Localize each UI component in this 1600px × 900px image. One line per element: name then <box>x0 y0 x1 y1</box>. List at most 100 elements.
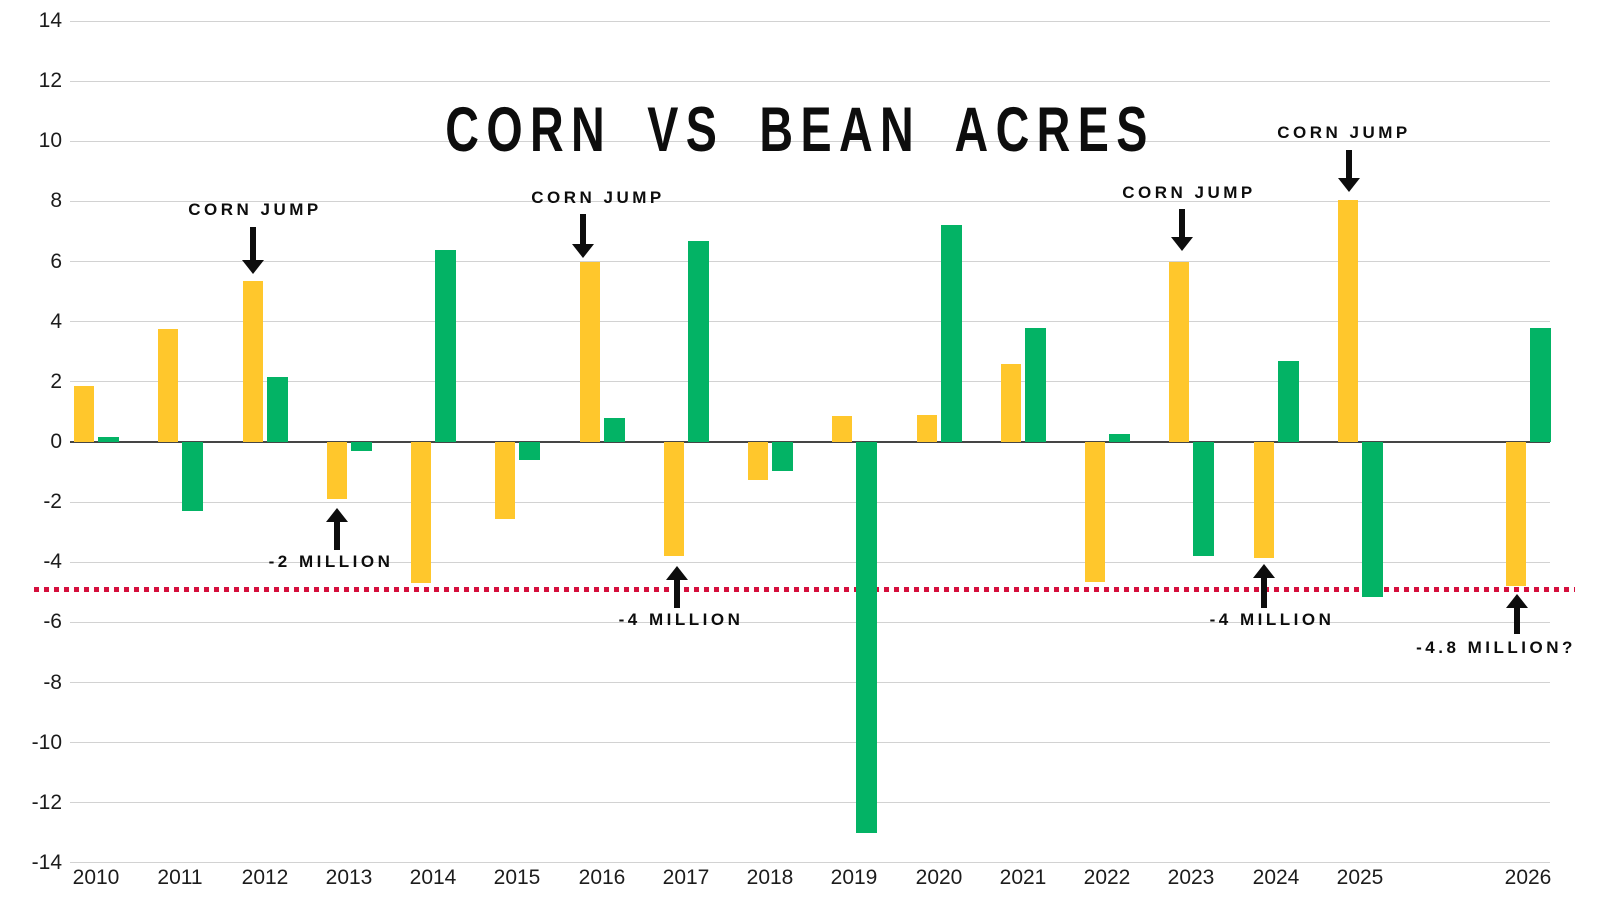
gridline-y--2 <box>70 502 1550 503</box>
bar-corn-2010 <box>74 386 94 442</box>
gridline-y-10 <box>70 141 1550 142</box>
bar-beans-2020 <box>941 225 962 442</box>
gridline-y--12 <box>70 802 1550 803</box>
x-axis-label-2021: 2021 <box>999 866 1047 889</box>
arrow-head <box>326 508 348 522</box>
arrow-stem <box>580 214 586 245</box>
arrow-head <box>242 260 264 274</box>
bar-beans-2015 <box>519 442 540 460</box>
arrow-head <box>1338 178 1360 192</box>
gridline-y-8 <box>70 201 1550 202</box>
bar-beans-2014 <box>435 250 456 442</box>
arrow-stem <box>1346 150 1352 179</box>
bar-beans-2024 <box>1278 361 1299 442</box>
y-axis-label-8: 8 <box>50 189 62 212</box>
annotation-up-arrow-2026-corn-bar <box>1506 594 1528 634</box>
arrow-head <box>666 566 688 580</box>
x-axis-label-2020: 2020 <box>915 866 963 889</box>
x-axis-label-2024: 2024 <box>1252 866 1300 889</box>
annotation-label-2012-corn-bar: CORN JUMP <box>188 200 322 219</box>
bar-beans-2012 <box>267 377 288 442</box>
y-axis-label-6: 6 <box>50 250 62 273</box>
bar-beans-2025 <box>1362 442 1383 597</box>
arrow-stem <box>250 227 256 261</box>
arrow-head <box>1506 594 1528 608</box>
gridline-y-4 <box>70 321 1550 322</box>
y-axis-label--14: -14 <box>31 851 62 874</box>
bar-beans-2018 <box>772 442 793 471</box>
bar-beans-2021 <box>1025 328 1046 442</box>
gridline-y-12 <box>70 81 1550 82</box>
annotation-up-arrow-2013-corn-bar <box>326 508 348 550</box>
annotation-up-arrow-2017-corn-bar <box>666 566 688 608</box>
bar-beans-2017 <box>688 241 709 442</box>
x-axis-label-2026: 2026 <box>1504 866 1552 889</box>
annotation-label-2016-corn-bar: CORN JUMP <box>531 188 665 207</box>
y-axis-label-12: 12 <box>38 69 62 92</box>
bar-corn-2020 <box>917 415 937 442</box>
gridline-y--14 <box>70 862 1550 863</box>
y-axis-label-14: 14 <box>38 9 62 32</box>
bar-corn-2015 <box>495 442 515 519</box>
gridline-y--4 <box>70 562 1550 563</box>
bar-beans-2019 <box>856 442 877 833</box>
x-axis-label-2013: 2013 <box>325 866 373 889</box>
x-axis-label-2016: 2016 <box>578 866 626 889</box>
bar-corn-2022 <box>1085 442 1105 582</box>
reference-line <box>34 587 1575 592</box>
bar-beans-2013 <box>351 442 372 451</box>
x-axis-label-2012: 2012 <box>241 866 289 889</box>
x-axis-label-2025: 2025 <box>1336 866 1384 889</box>
y-axis-label-0: 0 <box>50 430 62 453</box>
arrow-stem <box>334 521 340 550</box>
bar-corn-2025 <box>1338 200 1358 442</box>
annotation-down-arrow-2025-corn-bar <box>1338 150 1360 192</box>
bar-corn-2023 <box>1169 262 1189 442</box>
arrow-stem <box>1179 209 1185 238</box>
y-axis-label--12: -12 <box>31 791 62 814</box>
bar-beans-2022 <box>1109 434 1130 442</box>
bar-corn-2011 <box>158 329 178 442</box>
x-axis-label-2011: 2011 <box>157 866 203 889</box>
bar-corn-2019 <box>832 416 852 442</box>
bar-corn-2013 <box>327 442 347 499</box>
bar-beans-2016 <box>604 418 625 442</box>
bar-corn-2018 <box>748 442 768 480</box>
y-axis-label--2: -2 <box>43 490 62 513</box>
annotation-label-2023-corn-bar: CORN JUMP <box>1122 183 1256 202</box>
arrow-stem <box>1261 577 1267 608</box>
y-axis-label-10: 10 <box>38 129 62 152</box>
annotation-label-2013-corn-bar: -2 MILLION <box>268 552 394 571</box>
arrow-head <box>572 244 594 258</box>
annotation-label-2017-corn-bar: -4 MILLION <box>618 610 744 629</box>
arrow-head <box>1253 564 1275 578</box>
arrow-stem <box>674 579 680 608</box>
gridline-y--8 <box>70 682 1550 683</box>
chart-title: CORN VS BEAN ACRES <box>445 95 1155 165</box>
bar-corn-2026 <box>1506 442 1526 586</box>
annotation-down-arrow-2023-corn-bar <box>1171 209 1193 251</box>
bar-beans-2011 <box>182 442 203 511</box>
bar-corn-2024 <box>1254 442 1274 558</box>
y-axis-label--6: -6 <box>43 610 62 633</box>
bar-corn-2017 <box>664 442 684 556</box>
bar-beans-2010 <box>98 437 119 442</box>
gridline-y-6 <box>70 261 1550 262</box>
annotation-label-2026-corn-bar: -4.8 MILLION? <box>1416 638 1576 657</box>
annotation-down-arrow-2016-corn-bar <box>572 214 594 258</box>
arrow-head <box>1171 237 1193 251</box>
bar-corn-2014 <box>411 442 431 583</box>
bar-beans-2026 <box>1530 328 1551 442</box>
y-axis-label-4: 4 <box>50 310 62 333</box>
x-axis-label-2023: 2023 <box>1167 866 1215 889</box>
x-axis-label-2014: 2014 <box>409 866 457 889</box>
x-axis-label-2015: 2015 <box>493 866 541 889</box>
annotation-label-2025-corn-bar: CORN JUMP <box>1277 123 1411 142</box>
arrow-stem <box>1514 607 1520 634</box>
x-axis-label-2019: 2019 <box>830 866 878 889</box>
annotation-up-arrow-2024-corn-bar <box>1253 564 1275 608</box>
annotation-down-arrow-2012-corn-bar <box>242 227 264 274</box>
annotation-label-2024-corn-bar: -4 MILLION <box>1209 610 1335 629</box>
bar-corn-2012 <box>243 281 263 442</box>
